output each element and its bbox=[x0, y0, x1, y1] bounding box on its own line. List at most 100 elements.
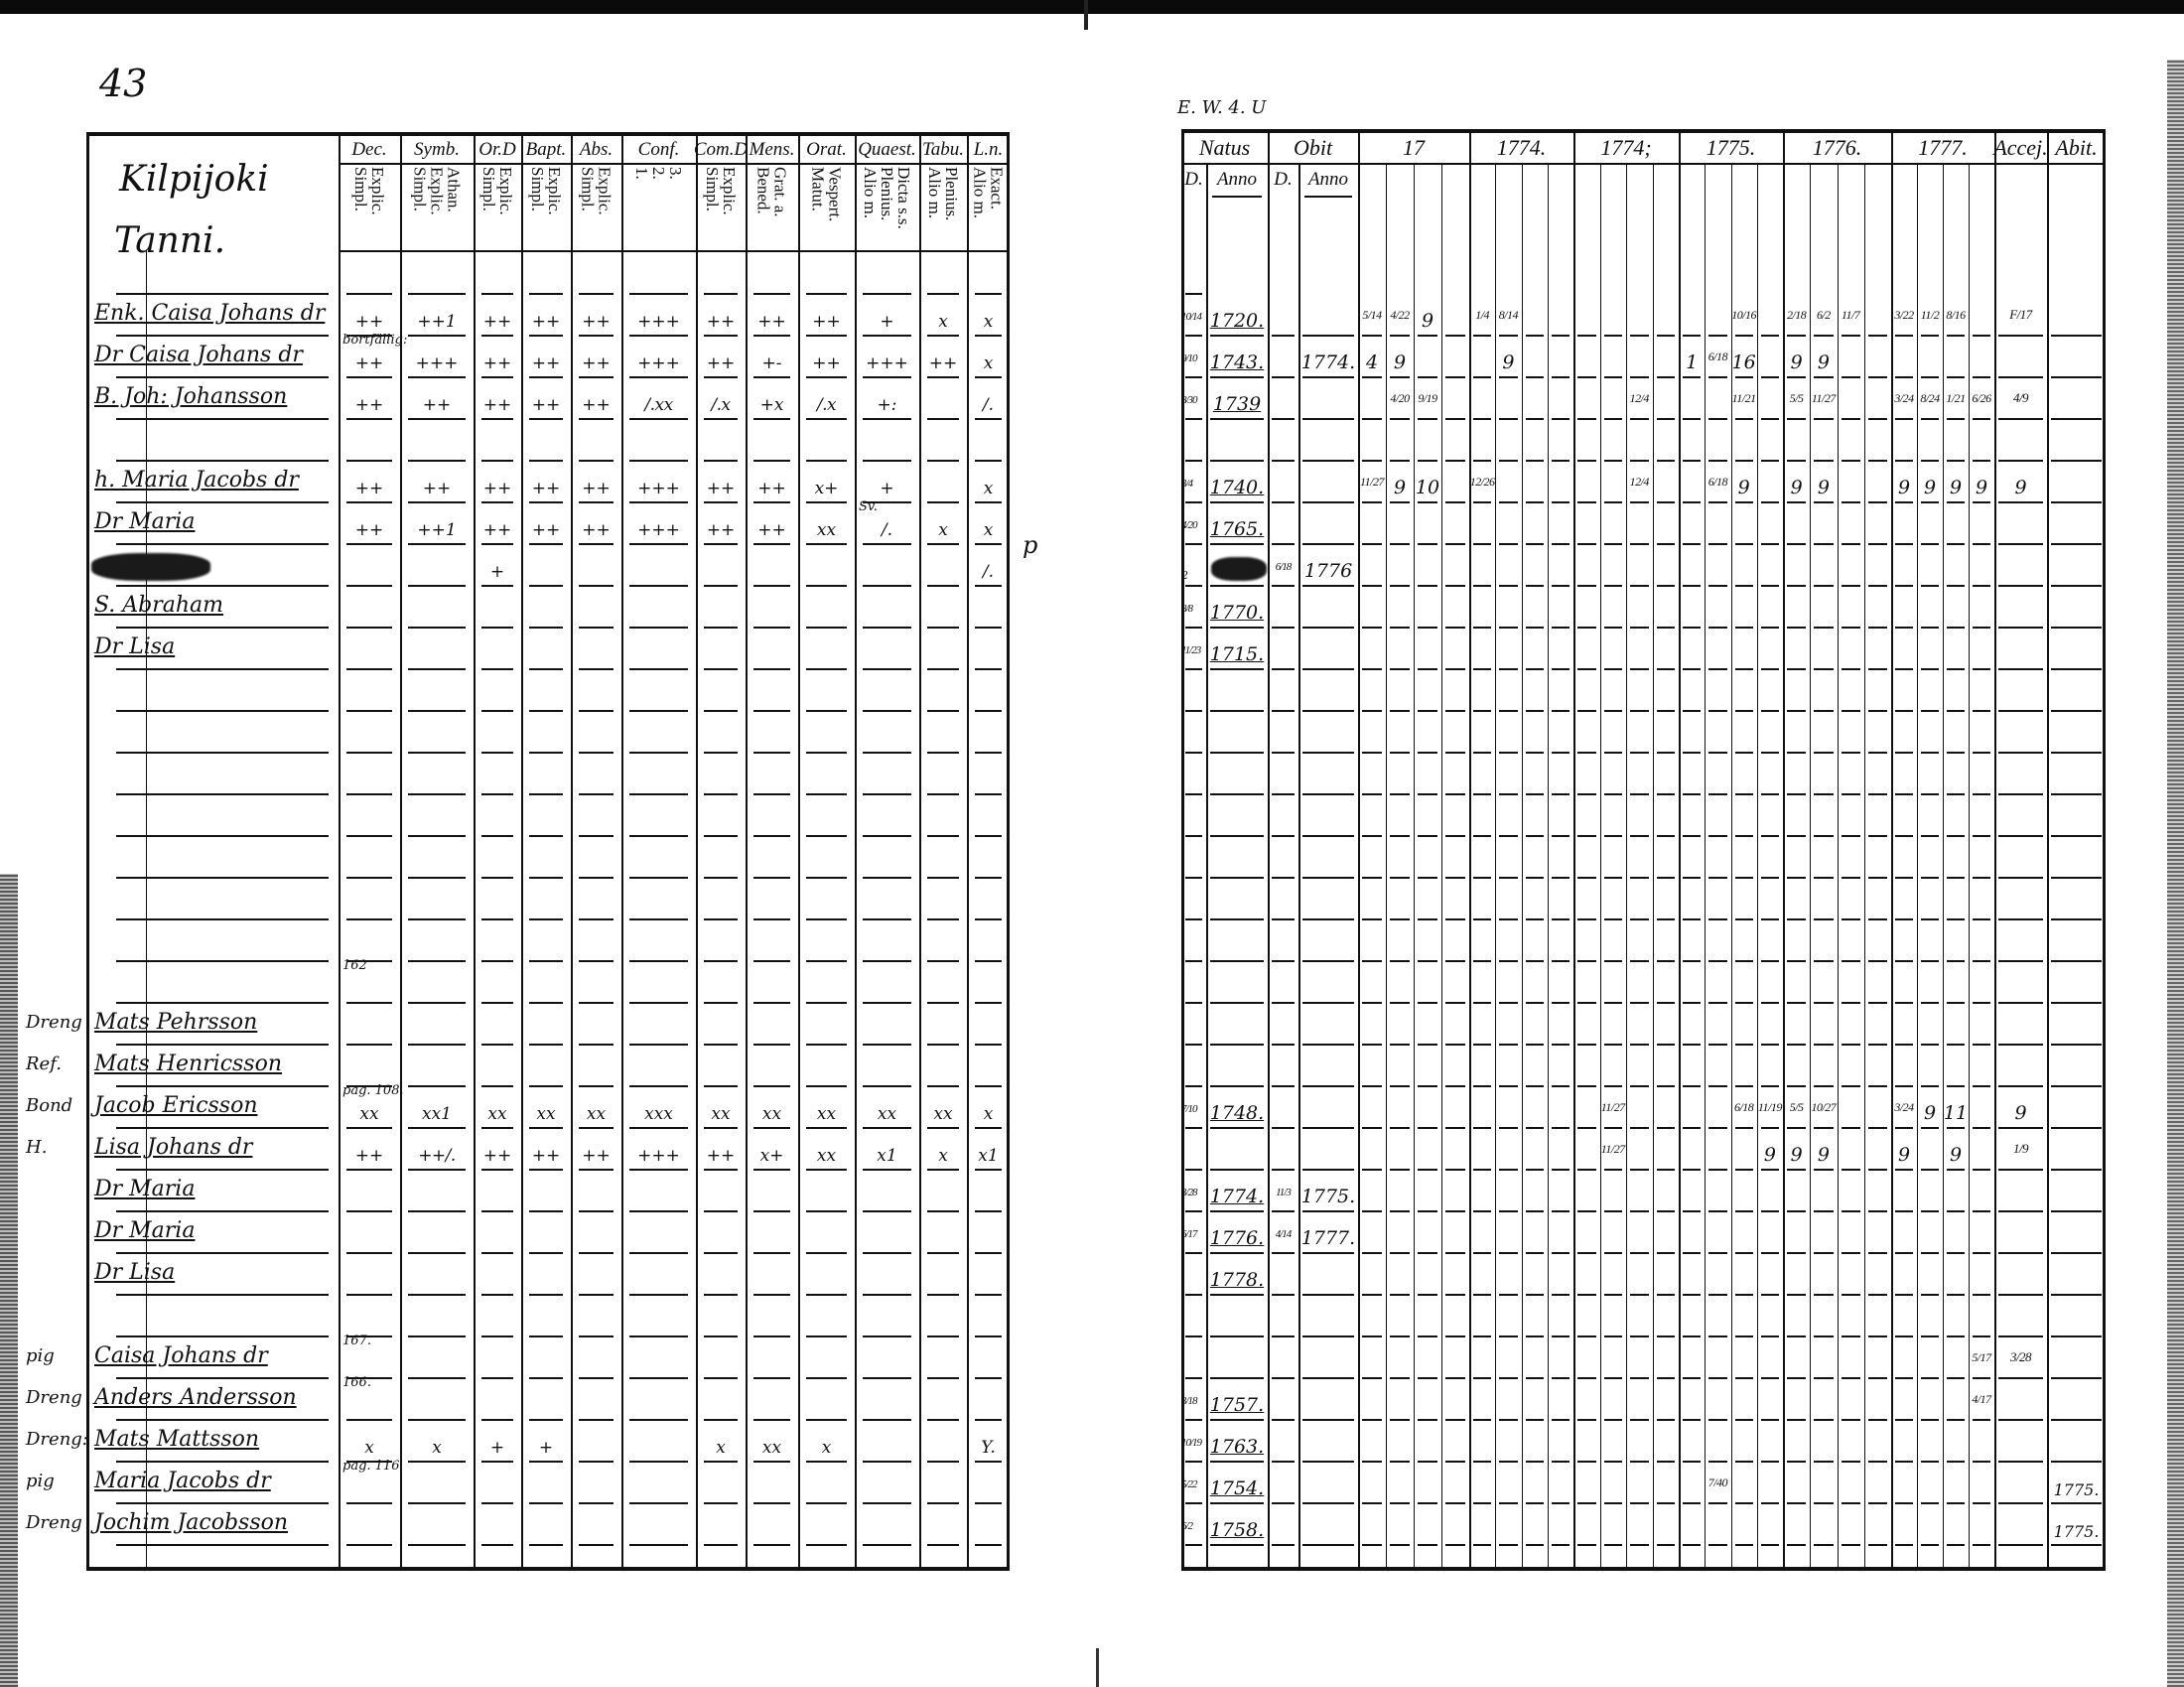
row-rule bbox=[1525, 1502, 1544, 1504]
row-rule bbox=[1947, 418, 1965, 420]
row-rule bbox=[1551, 710, 1570, 712]
row-rule bbox=[1947, 1336, 1965, 1337]
row-rule bbox=[408, 501, 466, 503]
row-rule bbox=[1362, 543, 1382, 545]
row-rule bbox=[1418, 710, 1437, 712]
column-divider bbox=[1268, 129, 1270, 1567]
catechism-mark: xx1 bbox=[422, 1104, 452, 1124]
row-rule bbox=[408, 1336, 466, 1337]
year-entry: 5/5 bbox=[1789, 391, 1804, 405]
row-rule bbox=[1603, 1169, 1622, 1171]
row-rule bbox=[1390, 710, 1410, 712]
row-rule bbox=[1787, 460, 1807, 462]
row-rule bbox=[1947, 668, 1965, 670]
row-rule bbox=[1362, 1210, 1382, 1212]
person-name: B. Joh: Johansson bbox=[94, 384, 288, 409]
row-rule bbox=[1683, 877, 1702, 879]
row-rule bbox=[927, 1127, 959, 1129]
year-entry: 9 bbox=[1949, 1144, 1963, 1166]
column-divider bbox=[1679, 129, 1681, 1567]
row-rule bbox=[704, 1294, 738, 1296]
row-rule bbox=[1525, 1210, 1544, 1212]
row-rule bbox=[1551, 793, 1570, 795]
row-rule bbox=[1973, 418, 1990, 420]
row-rule bbox=[1272, 1169, 1295, 1171]
column-divider bbox=[621, 132, 623, 1567]
row-rule bbox=[346, 376, 392, 378]
row-rule bbox=[1656, 710, 1675, 712]
row-rule bbox=[346, 293, 392, 295]
column-subheader: Explic. Simpl. bbox=[578, 167, 614, 215]
row-rule bbox=[1973, 918, 1990, 920]
row-rule bbox=[1445, 1252, 1465, 1254]
row-rule bbox=[1551, 460, 1570, 462]
row-rule bbox=[1787, 585, 1807, 587]
row-rule bbox=[1814, 1377, 1834, 1379]
row-rule bbox=[1973, 1461, 1990, 1463]
year-entry: 11/7 bbox=[1841, 308, 1860, 322]
natus-year: 1765. bbox=[1209, 518, 1265, 540]
table-bottom-border bbox=[1181, 1567, 2106, 1571]
row-rule bbox=[1814, 376, 1834, 378]
row-rule bbox=[1272, 335, 1295, 337]
row-rule bbox=[1302, 1127, 1354, 1129]
row-rule bbox=[975, 1085, 1002, 1087]
row-rule bbox=[1272, 1294, 1295, 1296]
row-rule bbox=[481, 1336, 513, 1337]
row-rule bbox=[408, 1294, 466, 1296]
row-rule bbox=[1210, 877, 1264, 879]
row-rule bbox=[346, 1461, 392, 1463]
row-rule bbox=[481, 376, 513, 378]
row-rule bbox=[1603, 501, 1622, 503]
row-rule bbox=[1841, 1336, 1860, 1337]
row-rule bbox=[1656, 1002, 1675, 1004]
column-divider bbox=[1298, 163, 1300, 1567]
row-rule bbox=[1551, 1085, 1570, 1087]
row-rule bbox=[1551, 668, 1570, 670]
row-rule bbox=[1683, 1210, 1702, 1212]
row-rule bbox=[1630, 877, 1649, 879]
row-rule bbox=[1947, 501, 1965, 503]
row-rule bbox=[975, 418, 1002, 420]
natus-day: 2 bbox=[1181, 569, 1188, 582]
row-rule bbox=[2051, 710, 2102, 712]
row-rule bbox=[529, 1377, 563, 1379]
row-rule bbox=[753, 960, 790, 962]
row-rule bbox=[529, 418, 563, 420]
row-rule bbox=[1577, 1461, 1596, 1463]
row-rule bbox=[1973, 752, 1990, 754]
row-rule bbox=[116, 1336, 329, 1337]
row-rule bbox=[704, 1085, 738, 1087]
row-rule bbox=[1390, 1502, 1410, 1504]
column-divider bbox=[2047, 129, 2049, 1567]
row-rule bbox=[1302, 1502, 1354, 1504]
row-rule bbox=[1760, 1127, 1779, 1129]
row-rule bbox=[927, 543, 959, 545]
row-rule bbox=[863, 1085, 911, 1087]
row-rule bbox=[927, 960, 959, 962]
row-rule bbox=[927, 877, 959, 879]
row-rule bbox=[704, 501, 738, 503]
row-rule bbox=[1973, 543, 1990, 545]
row-rule bbox=[1895, 418, 1913, 420]
row-rule bbox=[1734, 1502, 1753, 1504]
row-rule bbox=[1577, 1419, 1596, 1421]
catechism-mark: ++ bbox=[531, 312, 561, 332]
catechism-mark: ++ bbox=[706, 479, 736, 498]
row-rule bbox=[1577, 1502, 1596, 1504]
row-rule bbox=[1841, 460, 1860, 462]
catechism-mark: xx bbox=[536, 1104, 556, 1124]
row-rule bbox=[1302, 1002, 1354, 1004]
row-rule bbox=[1656, 1127, 1675, 1129]
row-rule bbox=[408, 1502, 466, 1504]
anno-underline bbox=[1212, 196, 1262, 198]
obit-day: 11/3 bbox=[1276, 1187, 1292, 1198]
catechism-mark: /. bbox=[982, 562, 995, 582]
row-rule bbox=[1525, 1044, 1544, 1046]
row-rule bbox=[1947, 918, 1965, 920]
row-rule bbox=[1362, 501, 1382, 503]
row-rule bbox=[1814, 835, 1834, 837]
row-rule bbox=[1760, 1544, 1779, 1546]
row-rule bbox=[753, 1127, 790, 1129]
catechism-mark: /. bbox=[881, 520, 893, 540]
